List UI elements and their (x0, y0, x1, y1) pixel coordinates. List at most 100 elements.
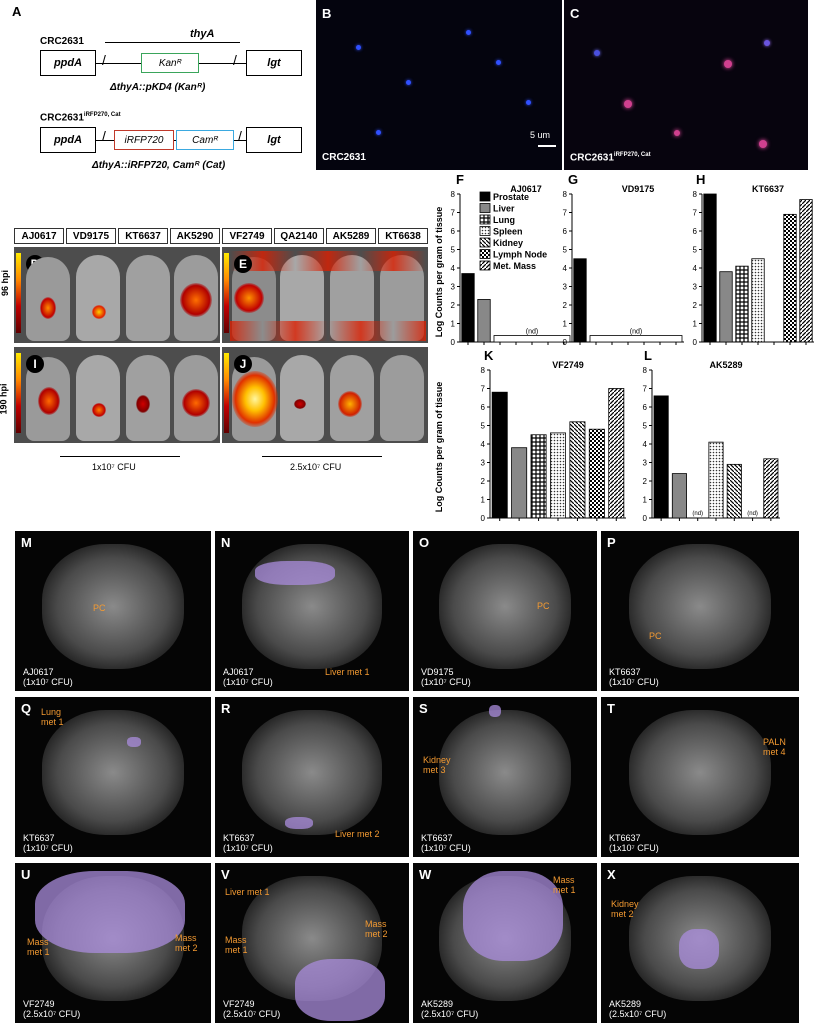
signal-blob (180, 283, 212, 317)
annotation-label: PC (649, 631, 662, 641)
bar-lymph-node (588, 428, 605, 519)
annotation-label: Mass (365, 919, 387, 929)
y-tick-label: 4 (563, 264, 568, 273)
panel-letter: H (696, 172, 705, 187)
mri-dose: (2.5x10⁷ CFU) (609, 1009, 667, 1019)
mri-dose: (2.5x10⁷ CFU) (223, 1009, 281, 1019)
y-tick-label: 8 (451, 190, 456, 199)
break-mark: / (102, 128, 106, 144)
strain-tag: AK5290 (170, 228, 220, 244)
y-tick-label: 7 (481, 385, 486, 394)
strain-tag: VD9175 (66, 228, 116, 244)
legend-swatch (479, 249, 491, 259)
mri-panel-x: X Kidney met 2 AK5289 (2.5x10⁷ CFU) (600, 862, 800, 1024)
cam-cassette: Camᴿ (176, 130, 234, 150)
bar-charts: Log Counts per gram of tissue Log Counts… (434, 172, 814, 523)
y-tick-label: 1 (481, 496, 486, 505)
cell-dot (759, 140, 767, 148)
mri-caption: AJ0617 (1x10⁷ CFU) (223, 667, 273, 687)
annotation-label: met 1 (27, 947, 50, 957)
panel-letter: P (607, 535, 616, 550)
bar-spleen (550, 432, 566, 519)
y-tick-label: 2 (451, 301, 456, 310)
legend-label: Lymph Node (493, 250, 547, 260)
mri-panel-m: M PC AJ0617 (1x10⁷ CFU) (14, 530, 212, 692)
cell-dot (764, 40, 770, 46)
mri-tissue (438, 709, 572, 835)
signal-blob (40, 297, 56, 319)
mri-panel-o: O PC VD9175 (1x10⁷ CFU) (412, 530, 598, 692)
annotation-label: met 1 (553, 885, 576, 895)
mri-caption: VF2749 (2.5x10⁷ CFU) (23, 999, 80, 1019)
bar-met-mass (799, 199, 813, 343)
mri-dose: (1x10⁷ CFU) (609, 677, 659, 687)
bar-liver (671, 473, 687, 519)
mri-panel-q: Q Lung met 1 KT6637 (1x10⁷ CFU) (14, 696, 212, 858)
dose-bracket (262, 456, 382, 457)
y-tick-label: 2 (563, 301, 568, 310)
bar-met-mass (608, 388, 625, 519)
nd-label: (nd) (747, 511, 758, 517)
bar-prostate (573, 258, 587, 343)
nd-bar (493, 335, 571, 343)
panel-letter: E (234, 255, 252, 273)
bar-prostate (461, 273, 475, 343)
y-tick-label: 4 (693, 264, 698, 273)
signal-blob (182, 389, 210, 417)
construct-caption: ΔthyA::iRFP720, Camᴿ (Cat) (92, 160, 226, 171)
mri-caption: VD9175 (1x10⁷ CFU) (421, 667, 471, 687)
metastasis-highlight (489, 705, 501, 717)
annotation-label: Mass (175, 933, 197, 943)
cell-dot (594, 50, 600, 56)
y-tick-label: 1 (693, 320, 698, 329)
intensity-scale (16, 353, 21, 433)
mri-caption: KT6637 (1x10⁷ CFU) (609, 833, 659, 853)
construct-caption: ΔthyA::pKD4 (Kanᴿ) (110, 82, 206, 93)
intensity-scale (224, 253, 229, 333)
panel-letter: G (568, 172, 578, 187)
nd-label: (nd) (692, 511, 703, 517)
y-tick-label: 8 (643, 366, 648, 375)
nd-label: (nd) (526, 329, 538, 336)
y-tick-label: 6 (563, 227, 568, 236)
y-tick-label: 7 (643, 385, 648, 394)
panel-caption: CRC2631iRFP270, Cat (570, 152, 651, 164)
panel-letter: T (607, 701, 615, 716)
y-tick-label: 3 (481, 459, 486, 468)
mri-caption: VF2749 (2.5x10⁷ CFU) (223, 999, 280, 1019)
strain-tag: VF2749 (222, 228, 272, 244)
strain-tag: AK5289 (326, 228, 376, 244)
legend-swatch (479, 203, 491, 213)
legend-label: Lung (493, 215, 515, 225)
chart-title: KT6637 (752, 184, 784, 194)
signal-blob (294, 399, 306, 409)
break-mark: / (238, 128, 242, 144)
signal-blob (234, 283, 264, 313)
mri-strain: KT6637 (609, 667, 641, 677)
strain-label: CRC2631 (40, 36, 84, 47)
cell-dot (624, 100, 632, 108)
y-tick-label: 0 (563, 338, 568, 347)
y-tick-label: 6 (693, 227, 698, 236)
mri-caption: AK5289 (2.5x10⁷ CFU) (609, 999, 666, 1019)
intensity-scale (224, 353, 229, 433)
metastasis-highlight (255, 561, 335, 585)
annotation-label: met 2 (611, 909, 634, 919)
legend-label: Prostate (493, 192, 529, 202)
mri-dose: (1x10⁷ CFU) (23, 677, 73, 687)
y-axis-label: Log Counts per gram of tissue (434, 207, 444, 338)
y-tick-label: 0 (451, 338, 456, 347)
mri-caption: KT6637 (1x10⁷ CFU) (609, 667, 659, 687)
mri-caption: KT6637 (1x10⁷ CFU) (421, 833, 471, 853)
panel-letter: K (484, 348, 494, 363)
bar-spleen (708, 441, 724, 519)
dose-bracket (60, 456, 180, 457)
y-tick-label: 8 (481, 366, 486, 375)
legend-label: Spleen (493, 227, 523, 237)
y-tick-label: 1 (563, 320, 568, 329)
y-tick-label: 0 (643, 514, 648, 523)
y-axis-label: Log Counts per gram of tissue (434, 382, 444, 513)
mri-strain: KT6637 (223, 833, 255, 843)
panel-letter: W (419, 867, 432, 882)
y-tick-label: 1 (451, 320, 456, 329)
